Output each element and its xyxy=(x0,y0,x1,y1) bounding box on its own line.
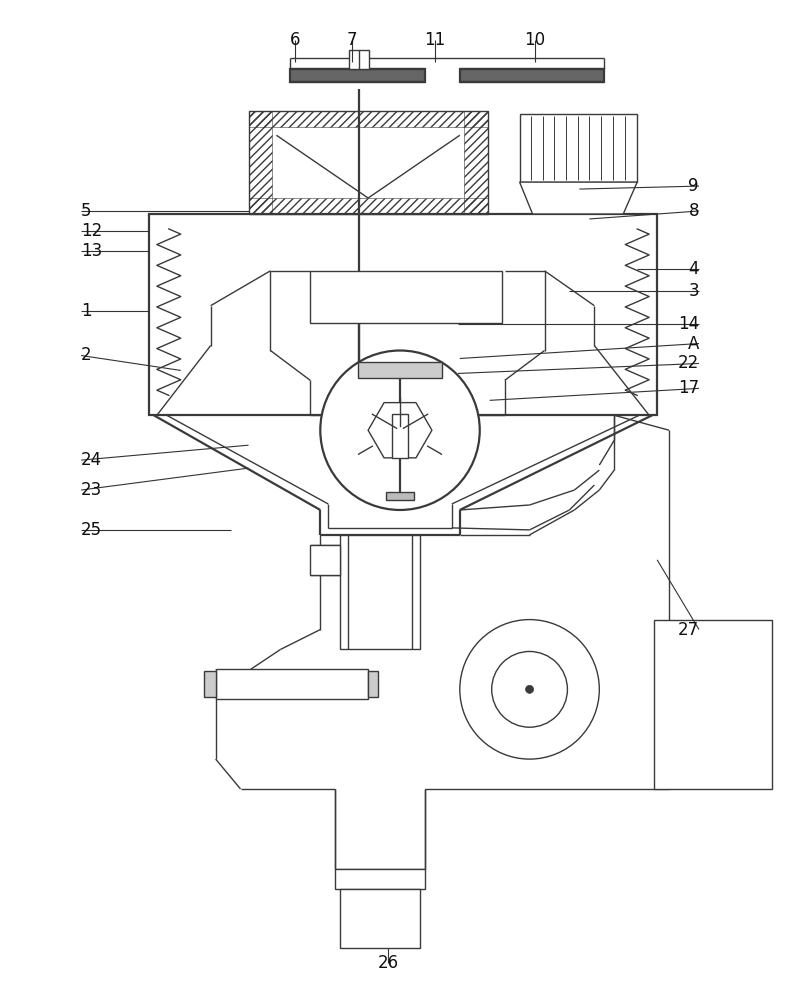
Text: 13: 13 xyxy=(81,242,103,260)
Text: 23: 23 xyxy=(81,481,103,499)
Bar xyxy=(290,69,425,82)
Text: 7: 7 xyxy=(347,31,357,49)
Bar xyxy=(340,889,420,948)
Text: 22: 22 xyxy=(678,354,699,372)
Text: 25: 25 xyxy=(81,521,103,539)
Bar xyxy=(460,69,604,82)
Bar xyxy=(358,362,442,378)
Bar xyxy=(249,111,488,214)
Bar xyxy=(368,671,378,697)
Bar xyxy=(216,669,368,699)
Polygon shape xyxy=(520,182,638,214)
Bar xyxy=(249,111,272,214)
Text: A: A xyxy=(688,335,699,353)
Text: 9: 9 xyxy=(688,177,699,195)
Bar xyxy=(249,198,488,214)
Bar xyxy=(310,271,502,323)
Text: 1: 1 xyxy=(81,302,92,320)
Bar xyxy=(464,111,488,214)
Circle shape xyxy=(492,651,567,727)
Text: 14: 14 xyxy=(678,315,699,333)
Bar xyxy=(392,414,408,458)
Text: 27: 27 xyxy=(678,621,699,639)
Bar xyxy=(149,214,657,415)
Bar xyxy=(386,492,414,500)
Bar xyxy=(654,620,772,789)
Text: 6: 6 xyxy=(290,31,301,49)
Circle shape xyxy=(320,351,480,510)
Bar xyxy=(349,50,369,69)
Polygon shape xyxy=(368,403,432,458)
Circle shape xyxy=(525,685,533,693)
Bar xyxy=(249,111,488,127)
Text: 11: 11 xyxy=(424,31,445,49)
Circle shape xyxy=(460,620,600,759)
Bar xyxy=(340,535,420,649)
Bar xyxy=(310,545,340,575)
Text: 8: 8 xyxy=(688,202,699,220)
Bar xyxy=(335,869,425,889)
Text: 4: 4 xyxy=(688,260,699,278)
Text: 24: 24 xyxy=(81,451,103,469)
Text: 10: 10 xyxy=(524,31,545,49)
Bar xyxy=(204,671,216,697)
Text: 3: 3 xyxy=(688,282,699,300)
Text: 17: 17 xyxy=(678,379,699,397)
Bar xyxy=(520,114,638,182)
Text: 2: 2 xyxy=(81,346,92,364)
Text: 5: 5 xyxy=(81,202,91,220)
Text: 12: 12 xyxy=(81,222,103,240)
Text: 26: 26 xyxy=(377,954,398,972)
